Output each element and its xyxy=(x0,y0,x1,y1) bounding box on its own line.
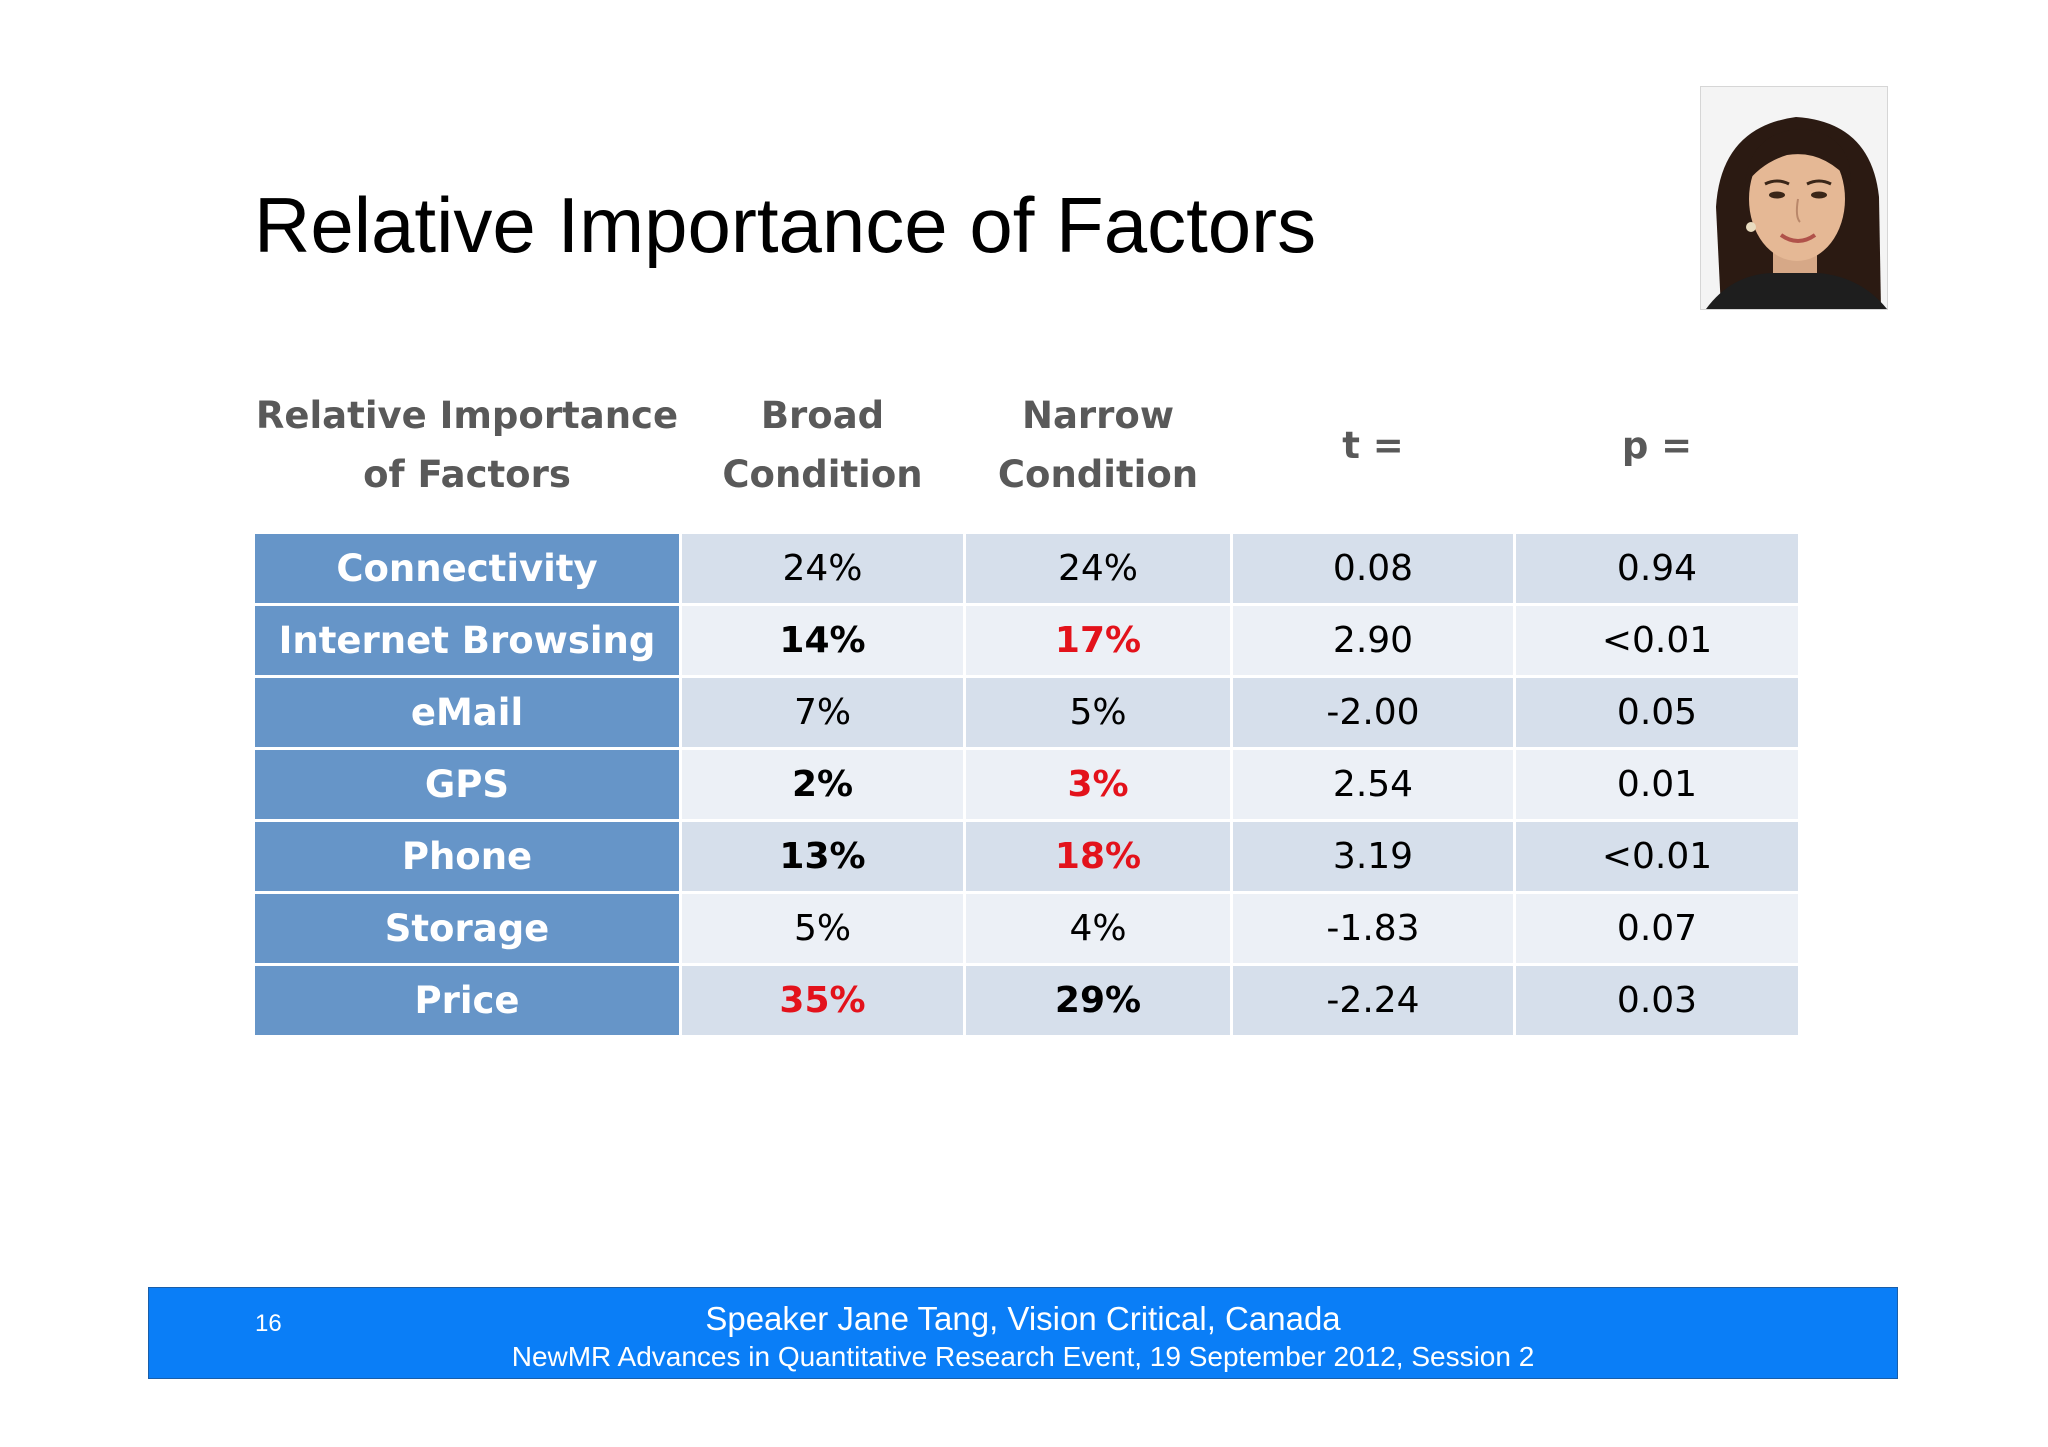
broad-value: 7% xyxy=(682,678,963,747)
broad-value: 13% xyxy=(682,822,963,891)
p-value: 0.03 xyxy=(1516,966,1798,1035)
event-info: NewMR Advances in Quantitative Research … xyxy=(511,1341,1535,1372)
header-t-statistic: t = xyxy=(1233,359,1513,531)
narrow-value: 4% xyxy=(966,894,1230,963)
p-value: 0.07 xyxy=(1516,894,1798,963)
broad-value: 2% xyxy=(682,750,963,819)
page-number: 16 xyxy=(255,1310,282,1337)
factor-name: eMail xyxy=(255,678,679,747)
broad-value: 5% xyxy=(682,894,963,963)
p-value: <0.01 xyxy=(1516,606,1798,675)
footer-bar: 16 Speaker Jane Tang, Vision Critical, C… xyxy=(148,1287,1898,1379)
table-row: Phone 13% 18% 3.19 <0.01 xyxy=(255,822,1798,891)
broad-value: 24% xyxy=(682,534,963,603)
slide-title: Relative Importance of Factors xyxy=(254,181,1317,269)
t-value: 0.08 xyxy=(1233,534,1513,603)
p-value: 0.05 xyxy=(1516,678,1798,747)
table-header-row: Relative Importance of Factors Broad Con… xyxy=(255,359,1798,531)
t-value: 2.90 xyxy=(1233,606,1513,675)
header-p-value: p = xyxy=(1516,359,1798,531)
table-row: GPS 2% 3% 2.54 0.01 xyxy=(255,750,1798,819)
table-row: eMail 7% 5% -2.00 0.05 xyxy=(255,678,1798,747)
t-value: -2.00 xyxy=(1233,678,1513,747)
table-row: Storage 5% 4% -1.83 0.07 xyxy=(255,894,1798,963)
table-row: Internet Browsing 14% 17% 2.90 <0.01 xyxy=(255,606,1798,675)
factor-name: Storage xyxy=(255,894,679,963)
factor-name: Internet Browsing xyxy=(255,606,679,675)
p-value: <0.01 xyxy=(1516,822,1798,891)
p-value: 0.94 xyxy=(1516,534,1798,603)
t-value: -1.83 xyxy=(1233,894,1513,963)
p-value: 0.01 xyxy=(1516,750,1798,819)
factor-name: Price xyxy=(255,966,679,1035)
t-value: 3.19 xyxy=(1233,822,1513,891)
factor-name: GPS xyxy=(255,750,679,819)
t-value: 2.54 xyxy=(1233,750,1513,819)
header-narrow-condition: Narrow Condition xyxy=(966,359,1230,531)
narrow-value: 29% xyxy=(966,966,1230,1035)
narrow-value: 18% xyxy=(966,822,1230,891)
header-factor: Relative Importance of Factors xyxy=(255,359,679,531)
speaker-photo xyxy=(1700,86,1888,310)
narrow-value: 3% xyxy=(966,750,1230,819)
factor-name: Connectivity xyxy=(255,534,679,603)
narrow-value: 17% xyxy=(966,606,1230,675)
importance-table: Relative Importance of Factors Broad Con… xyxy=(252,356,1801,1038)
factor-name: Phone xyxy=(255,822,679,891)
narrow-value: 24% xyxy=(966,534,1230,603)
speaker-credit: Speaker Jane Tang, Vision Critical, Cana… xyxy=(705,1300,1341,1337)
t-value: -2.24 xyxy=(1233,966,1513,1035)
broad-value: 14% xyxy=(682,606,963,675)
broad-value: 35% xyxy=(682,966,963,1035)
table-row: Connectivity 24% 24% 0.08 0.94 xyxy=(255,534,1798,603)
header-broad-condition: Broad Condition xyxy=(682,359,963,531)
table-row: Price 35% 29% -2.24 0.03 xyxy=(255,966,1798,1035)
narrow-value: 5% xyxy=(966,678,1230,747)
